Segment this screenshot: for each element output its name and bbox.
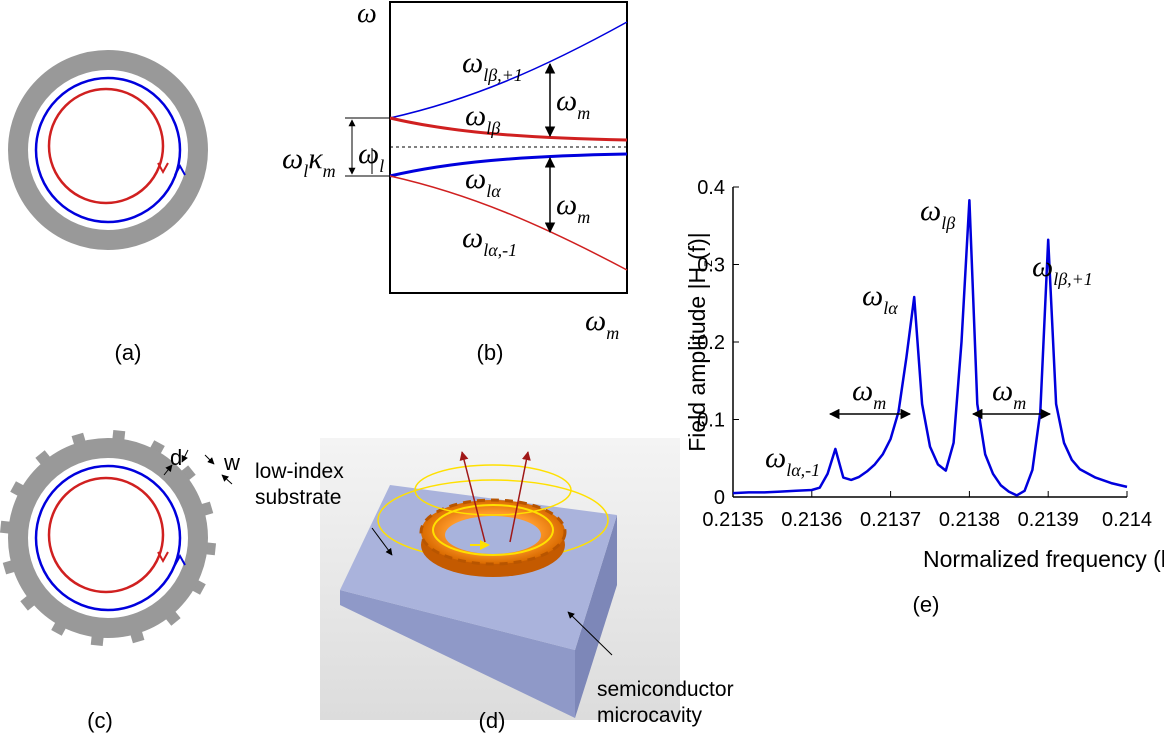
- panel-d: low-index substrate semiconductor microc…: [255, 438, 734, 733]
- math-label: ωlα: [465, 162, 501, 201]
- panel-label: (e): [913, 592, 940, 617]
- ring: [18, 60, 198, 240]
- blue-mode: [36, 466, 180, 610]
- y-tick-label: 0: [714, 487, 725, 509]
- label-subscript: l: [379, 156, 384, 176]
- label-subscript: lβ,+1: [1053, 269, 1093, 289]
- annotation: low-index: [255, 460, 344, 483]
- label-subscript: lα,-1: [786, 460, 820, 480]
- label-text: ω: [357, 0, 377, 29]
- label-subscript: m: [323, 161, 336, 181]
- x-tick-label: 0.2139: [1018, 509, 1079, 531]
- label-text: ω: [465, 99, 486, 132]
- label-text: ω: [556, 188, 577, 221]
- label-subscript: m: [606, 323, 619, 343]
- figure: (a) (b) d w (c): [0, 0, 1164, 742]
- label-subscript: m: [1013, 393, 1026, 413]
- math-label: Normalized frequency (h/λ0): [923, 546, 1164, 577]
- label-subscript: lβ: [941, 213, 955, 233]
- math-label: ωm: [585, 304, 619, 343]
- label-subscript: m: [577, 103, 590, 123]
- math-label: ωm: [556, 188, 590, 227]
- panel-label: (a): [115, 340, 142, 365]
- label-subscript: lα: [883, 298, 898, 318]
- y-tick-label: 0.4: [697, 177, 725, 199]
- math-label: ωm: [556, 84, 590, 123]
- blue-mode: [36, 78, 180, 222]
- dimension-label: w: [223, 450, 240, 475]
- arrow: [222, 475, 232, 484]
- x-tick-label: 0.2135: [702, 509, 763, 531]
- math-label: ωlα: [862, 279, 898, 318]
- x-tick-label: 0.2136: [781, 509, 842, 531]
- red-mode: [49, 478, 163, 592]
- label-text: ω: [992, 374, 1013, 407]
- panel-label: (c): [87, 708, 113, 733]
- math-label: ωlβ: [920, 194, 955, 233]
- label-text: ω: [585, 304, 606, 337]
- label-text: ω: [765, 441, 786, 474]
- label-subscript: m: [577, 207, 590, 227]
- annotation: substrate: [255, 486, 341, 509]
- curve: [390, 154, 627, 176]
- math-label: ωm: [992, 374, 1026, 413]
- label-text: Field amplitude |H: [684, 267, 710, 452]
- label-subscript: m: [873, 393, 886, 413]
- label-text: ω: [465, 162, 486, 195]
- label-text: Normalized frequency (h/λ: [923, 546, 1164, 572]
- panel-c: d w (c): [0, 430, 240, 733]
- arrow: [182, 450, 188, 462]
- math-label: ωlβ,+1: [462, 46, 523, 85]
- label-text: ω: [920, 194, 941, 227]
- label-text: κ: [308, 142, 323, 175]
- label-text: ω: [462, 46, 483, 79]
- x-tick-label: 0.214: [1102, 509, 1152, 531]
- annotation: semiconductor: [597, 678, 734, 701]
- label-text: ω: [462, 221, 483, 254]
- label-text: ω: [358, 137, 379, 170]
- math-label: ωlβ,+1: [1032, 250, 1093, 289]
- data-line: [733, 200, 1127, 495]
- label-subscript: lα: [486, 181, 501, 201]
- label-text: ω: [282, 142, 303, 175]
- math-label: ωlα,-1: [765, 441, 820, 480]
- label-text: ω: [862, 279, 883, 312]
- panel-a: (a): [18, 60, 198, 365]
- arrow: [205, 455, 214, 464]
- ring-hole: [445, 516, 541, 554]
- x-tick-label: 0.2138: [939, 509, 1000, 531]
- arrowhead: [175, 166, 185, 175]
- curve: [390, 118, 627, 140]
- label-subscript: lα,-1: [483, 240, 517, 260]
- ring: [18, 448, 198, 628]
- math-label: ω: [357, 0, 377, 29]
- red-mode: [49, 89, 163, 203]
- math-label: ωl: [358, 137, 384, 176]
- arrowhead: [158, 163, 168, 172]
- panel-label: (b): [477, 340, 504, 365]
- teeth: [0, 430, 216, 646]
- label-text: ω: [1032, 250, 1053, 283]
- arrowhead: [158, 552, 168, 561]
- math-label: ωlκm: [282, 142, 336, 181]
- label-text: (f)|: [684, 232, 710, 260]
- panel-label: (d): [479, 708, 506, 733]
- label-text: ω: [556, 84, 577, 117]
- dimension-label: d: [170, 445, 182, 470]
- math-label: ωlα,-1: [462, 221, 517, 260]
- label-subscript: lβ: [486, 118, 500, 138]
- x-tick-label: 0.2137: [860, 509, 921, 531]
- math-label: ωm: [852, 374, 886, 413]
- label-subscript: lβ,+1: [483, 65, 523, 85]
- label-text: ω: [852, 374, 873, 407]
- annotation: microcavity: [597, 704, 703, 727]
